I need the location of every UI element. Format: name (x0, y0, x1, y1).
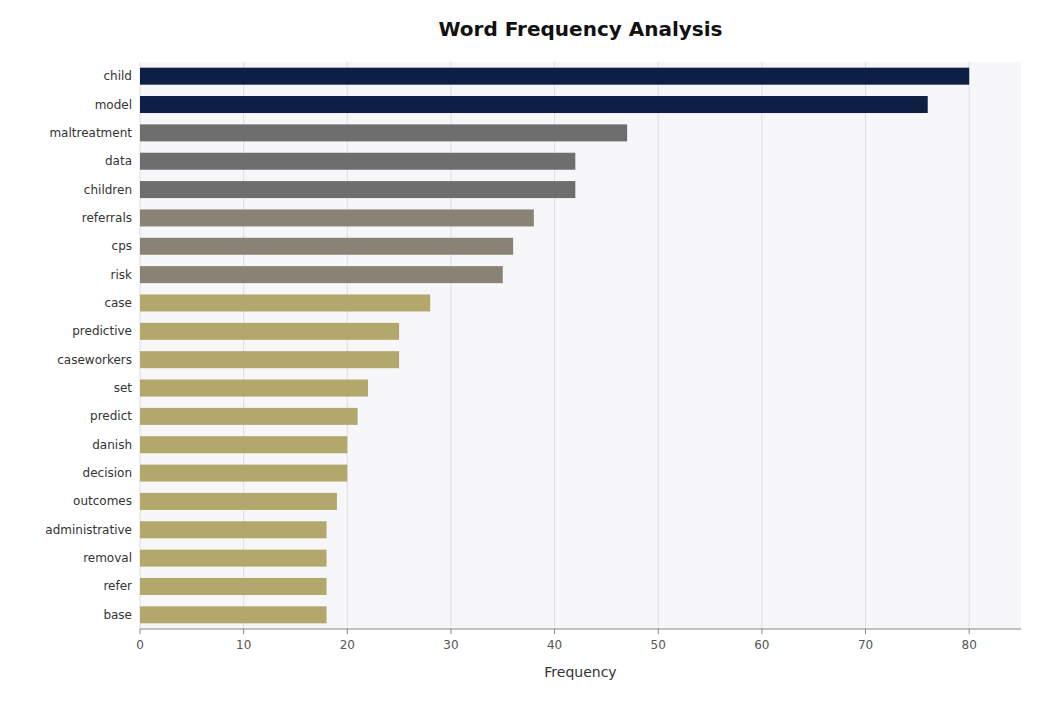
y-tick-label: base (103, 608, 132, 622)
y-tick-label: child (104, 69, 133, 83)
x-ticks: 0 10 20 30 40 50 60 70 80 (136, 629, 977, 652)
y-ticks: childmodelmaltreatmentdatachildrenreferr… (45, 69, 132, 622)
grid-line (140, 62, 141, 629)
bar (140, 436, 347, 453)
bar (140, 606, 327, 623)
y-tick-label: children (84, 183, 132, 197)
x-tick-label: 70 (858, 638, 873, 652)
bar (140, 153, 575, 170)
y-tick-label: danish (92, 438, 132, 452)
grid-line (658, 62, 659, 629)
y-tick-label: refer (103, 579, 132, 593)
grid-line (969, 62, 970, 629)
y-tick-label: predictive (72, 324, 132, 338)
y-tick-label: maltreatment (49, 126, 132, 140)
grid-line (865, 62, 866, 629)
bar (140, 578, 327, 595)
y-tick-label: set (114, 381, 133, 395)
x-tick-label: 60 (754, 638, 769, 652)
bar (140, 323, 399, 340)
y-tick-label: data (105, 154, 132, 168)
grid-line (347, 62, 348, 629)
y-tick-label: referrals (82, 211, 132, 225)
x-axis-line (140, 629, 1021, 630)
x-tick-label: 50 (651, 638, 666, 652)
x-tick-label: 40 (547, 638, 562, 652)
y-tick-label: cps (112, 239, 132, 253)
bar (140, 550, 327, 567)
grid-line (761, 62, 762, 629)
y-tick-label: case (104, 296, 132, 310)
x-tick (140, 629, 141, 634)
x-tick-label: 80 (962, 638, 977, 652)
bar (140, 465, 347, 482)
plot-background (140, 62, 1021, 629)
bar (140, 521, 327, 538)
bar (140, 124, 627, 141)
bar (140, 96, 928, 113)
y-tick-label: administrative (45, 523, 132, 537)
y-tick-label: removal (83, 551, 132, 565)
chart-title: Word Frequency Analysis (438, 17, 722, 41)
grid-line (243, 62, 244, 629)
x-tick-label: 0 (136, 638, 144, 652)
x-tick (969, 629, 970, 634)
bar (140, 408, 358, 425)
bars (140, 68, 969, 624)
grid (140, 62, 969, 629)
x-tick (554, 629, 555, 634)
x-tick (347, 629, 348, 634)
chart-svg: 0 10 20 30 40 50 60 70 80 child model maltreatment d… (0, 0, 1057, 701)
y-tick-label: caseworkers (57, 353, 132, 367)
bar (140, 181, 575, 198)
y-tick-label: model (95, 98, 132, 112)
x-tick-label: 30 (443, 638, 458, 652)
bar (140, 238, 513, 255)
x-tick-label: 20 (340, 638, 355, 652)
chart-container: 0 10 20 30 40 50 60 70 80 child model maltreatment d… (0, 0, 1057, 701)
y-tick-label: outcomes (73, 494, 132, 508)
x-tick (761, 629, 762, 634)
x-tick (658, 629, 659, 634)
x-tick-label: 10 (236, 638, 251, 652)
bar (140, 266, 503, 283)
grid-line (450, 62, 451, 629)
bar (140, 209, 534, 226)
x-axis-label: Frequency (544, 664, 616, 680)
y-tick-label: decision (83, 466, 132, 480)
bar (140, 351, 399, 368)
y-tick-label: risk (111, 268, 133, 282)
y-tick-label: predict (90, 409, 132, 423)
grid-line (554, 62, 555, 629)
bar (140, 294, 430, 311)
x-tick (450, 629, 451, 634)
x-tick (865, 629, 866, 634)
bar (140, 493, 337, 510)
bar (140, 380, 368, 397)
x-tick (243, 629, 244, 634)
bar (140, 68, 969, 85)
